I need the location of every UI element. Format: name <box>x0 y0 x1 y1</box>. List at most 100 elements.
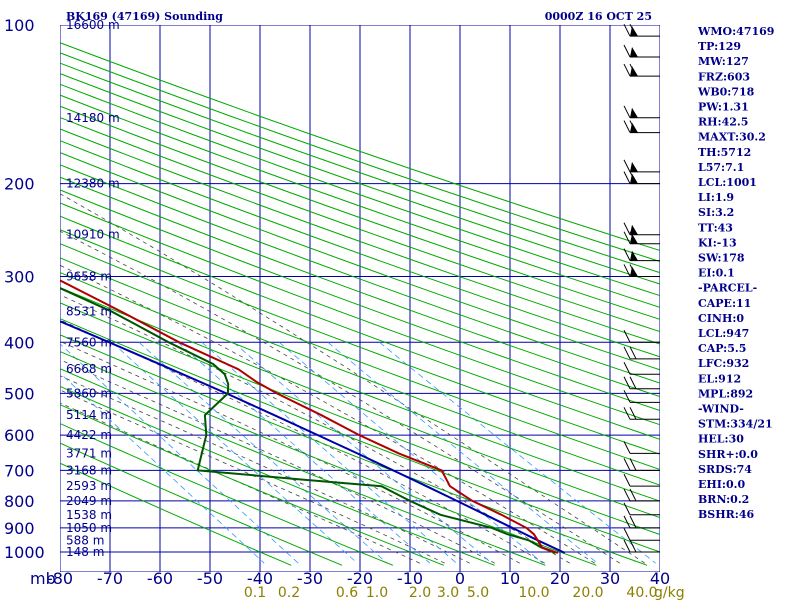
wind-barb-feather <box>629 407 637 420</box>
dry-adiabat <box>60 152 660 371</box>
height-label: 1050 m <box>66 521 112 535</box>
wind-barb-feather <box>629 539 637 553</box>
dry-adiabat <box>60 442 343 566</box>
wind-barb-feather <box>623 362 631 375</box>
wind-barb-feather <box>623 231 631 244</box>
wind-barb-feather <box>623 539 631 553</box>
index-entry: RH:42.5 <box>698 116 748 129</box>
mixing-ratio-label: 3.0 <box>437 585 459 600</box>
wind-barb-feather <box>623 502 631 516</box>
wind-barb-feather <box>623 488 631 502</box>
height-label: 5114 m <box>66 408 112 422</box>
wind-barb-feather <box>629 376 637 389</box>
wind-barb-feather <box>623 248 631 261</box>
index-entry: CINH:0 <box>698 312 744 325</box>
index-entry: SHR+:0.0 <box>698 448 758 461</box>
dry-adiabat <box>60 404 444 566</box>
pressure-tick-label: 200 <box>4 175 35 194</box>
dry-adiabat <box>60 243 660 470</box>
wind-barb-feather <box>623 376 631 389</box>
pressure-tick-label: 100 <box>4 16 35 35</box>
mixing-ratio-label: 2.0 <box>409 585 431 600</box>
index-entry: HEL:30 <box>698 433 744 446</box>
wind-barb-feather <box>623 515 631 529</box>
wind-barb-pennant <box>630 122 638 133</box>
dry-adiabat <box>60 73 660 285</box>
wind-barb-pennant <box>630 250 638 261</box>
mixing-ratio-label: 1.0 <box>366 585 388 600</box>
height-label: 148 m <box>66 545 104 559</box>
wind-barb-pennant <box>630 224 638 235</box>
chart-title: BK169 (47169) Sounding <box>66 10 223 23</box>
parcel-profile-line <box>60 320 566 554</box>
temperature-tick-label: -70 <box>97 569 123 588</box>
dewpoint-profile-line <box>60 287 556 554</box>
mixing-ratio-line <box>138 342 388 564</box>
wind-barb-feather <box>623 23 631 37</box>
wind-barb-pennant <box>630 161 638 172</box>
wind-barb-feather <box>623 105 631 119</box>
wind-barb-feather <box>623 458 631 471</box>
height-label: 12380 m <box>66 177 120 191</box>
wind-barb-feather <box>623 473 631 487</box>
height-label: 2593 m <box>66 479 112 493</box>
temperature-tick-label: -80 <box>47 569 73 588</box>
height-label: 8531 m <box>66 305 112 319</box>
wind-barb-pennant <box>630 26 638 37</box>
dry-adiabat <box>60 257 660 486</box>
mixing-ratio-line <box>177 342 431 564</box>
dry-adiabat <box>60 318 660 553</box>
moist-adiabat <box>60 294 571 564</box>
temperature-tick-label: -20 <box>347 569 373 588</box>
wind-barb-pennant <box>630 66 638 77</box>
index-entry: LFC:932 <box>698 357 749 370</box>
temperature-tick-label: 40 <box>650 569 670 588</box>
height-label: 10910 m <box>66 228 120 242</box>
mixing-ratio-label: 5.0 <box>467 585 489 600</box>
temperature-tick-label: -50 <box>197 569 223 588</box>
wind-barb-feather <box>623 441 631 454</box>
index-entry: BRN:0.2 <box>698 493 749 506</box>
mixing-ratio-line <box>278 341 544 564</box>
height-label: 1538 m <box>66 508 112 522</box>
height-label: 16600 m <box>66 18 120 32</box>
mixing-ratio-line <box>327 341 598 564</box>
mixing-ratio-line <box>233 341 493 564</box>
dry-adiabat <box>60 368 546 566</box>
dry-adiabat <box>60 62 660 274</box>
temperature-tick-label: -60 <box>147 569 173 588</box>
height-label: 5860 m <box>66 386 112 400</box>
grid <box>60 25 660 572</box>
mixing-ratio-label: 10.0 <box>518 585 549 600</box>
moist-adiabat <box>60 375 470 564</box>
mixing-unit-label: g/kg <box>654 585 685 600</box>
dry-adiabat <box>60 271 660 502</box>
temperature-tick-label: -10 <box>397 569 423 588</box>
height-label: 3168 m <box>66 463 112 477</box>
index-entry: CAP:5.5 <box>698 342 746 355</box>
dry-adiabat <box>60 128 660 345</box>
index-entry: -PARCEL- <box>698 282 757 295</box>
mixing-ratio-line <box>111 342 358 564</box>
mixing-ratio-label: 20.0 <box>572 585 603 600</box>
temperature-tick-label: 10 <box>500 569 520 588</box>
pressure-tick-label: 1000 <box>4 543 45 562</box>
indices-panel: WMO:47169 TP:129 MW:127 FRZ:603 WB0:718 PW:1.… <box>697 25 774 521</box>
mixing-ratio-line <box>379 341 656 564</box>
temperature-tick-label: 20 <box>550 569 570 588</box>
wind-barb-pennant <box>630 266 638 277</box>
pressure-tick-label: 400 <box>4 333 35 352</box>
wind-barb-feather <box>623 330 631 343</box>
moist-adiabat <box>60 402 420 564</box>
index-entry: WB0:718 <box>697 85 755 98</box>
dry-adiabat <box>60 302 660 536</box>
pressure-tick-label: 300 <box>4 267 35 286</box>
wind-barb-pennant <box>630 46 638 57</box>
index-entry: SRDS:74 <box>698 463 752 476</box>
temperature-tick-label: 0 <box>455 569 465 588</box>
dry-adiabat <box>60 42 660 252</box>
mixing-ratio-label: 0.1 <box>244 585 266 600</box>
mixing-ratio-lines <box>60 341 656 564</box>
wind-barb-feather <box>629 488 637 502</box>
